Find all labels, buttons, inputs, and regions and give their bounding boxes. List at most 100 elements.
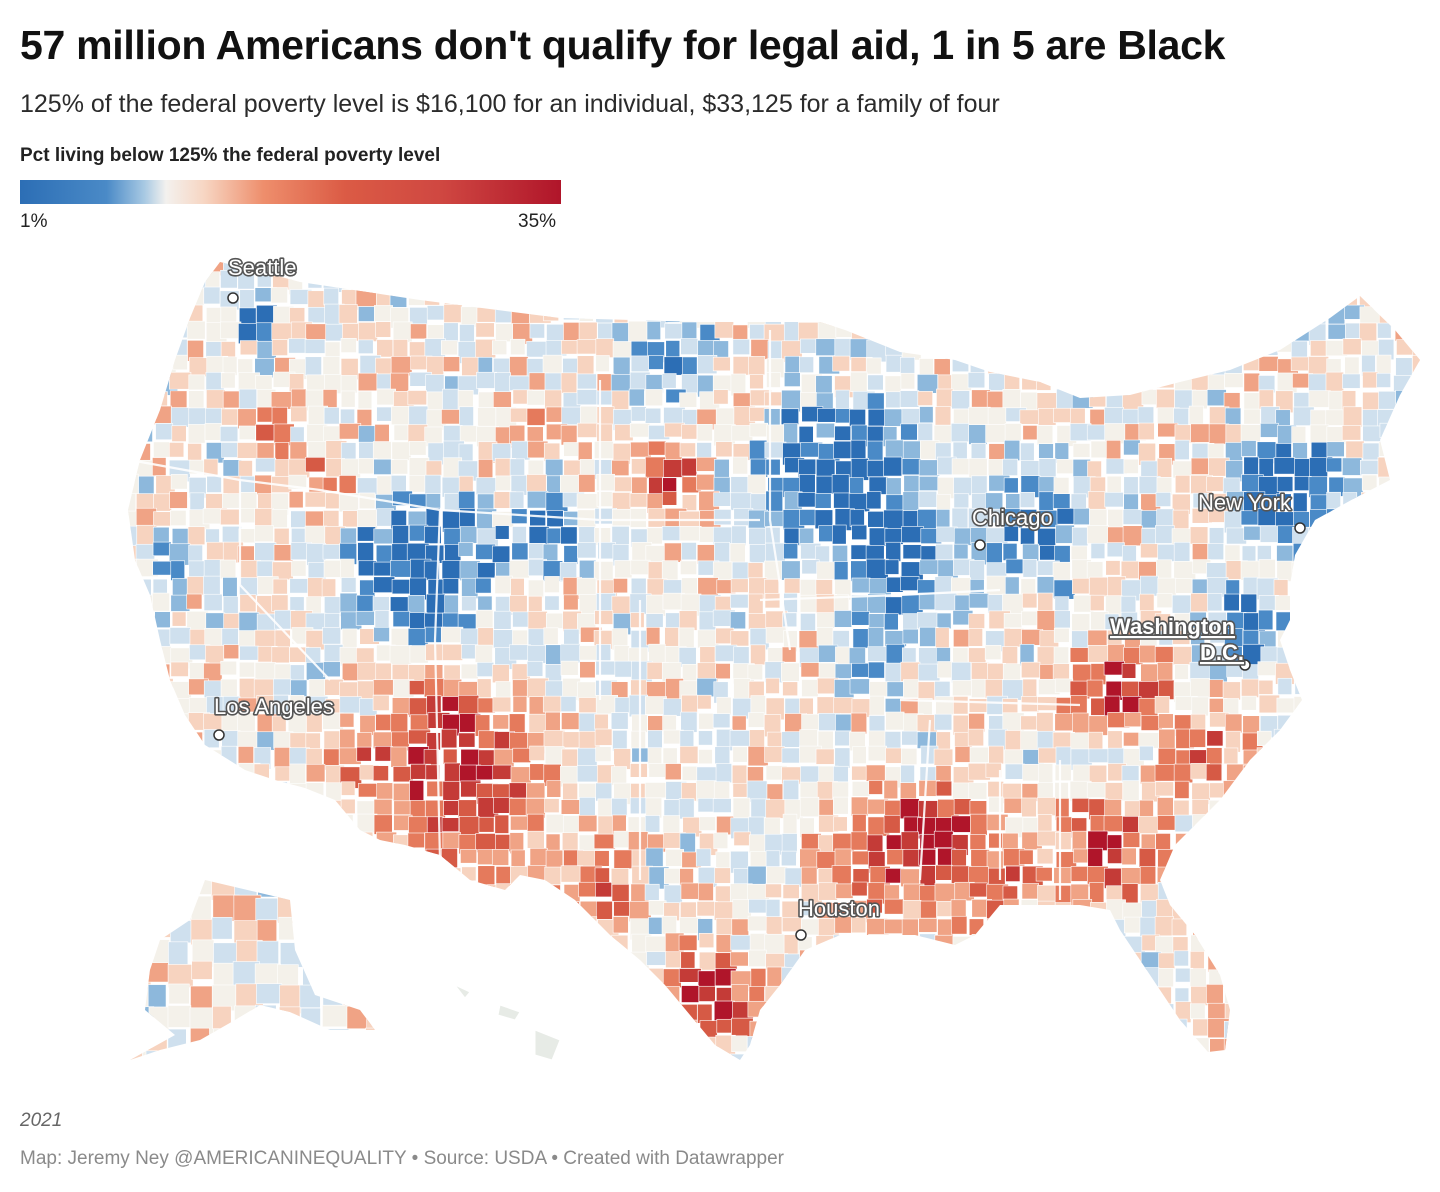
county-tile <box>219 426 239 442</box>
county-tile <box>528 543 546 560</box>
county-tile <box>155 322 171 339</box>
county-tile <box>1208 817 1228 840</box>
county-tile <box>1037 797 1056 816</box>
county-tile <box>424 1054 441 1060</box>
county-tile <box>1276 1003 1297 1025</box>
county-tile <box>988 745 1004 765</box>
county-tile <box>525 288 545 308</box>
county-tile <box>1326 815 1349 832</box>
county-tile <box>544 271 566 291</box>
county-tile <box>475 1017 495 1035</box>
county-tile <box>848 968 868 987</box>
county-tile <box>322 916 339 936</box>
county-tile <box>390 560 412 578</box>
county-tile <box>1038 935 1059 953</box>
county-tile <box>1124 287 1143 309</box>
county-tile <box>509 356 529 376</box>
county-tile <box>253 815 272 837</box>
county-tile <box>698 290 717 313</box>
county-tile <box>784 867 803 888</box>
county-tile <box>1071 1019 1090 1042</box>
county-tile <box>1002 389 1021 410</box>
county-tile <box>128 409 142 427</box>
county-tile <box>814 493 832 509</box>
county-tile <box>1412 459 1420 475</box>
county-tile <box>595 882 612 898</box>
county-tile <box>128 612 141 632</box>
county-tile <box>511 542 529 561</box>
county-tile <box>1173 950 1189 967</box>
county-tile <box>933 830 954 849</box>
county-tile <box>130 897 148 918</box>
county-tile <box>1004 287 1020 305</box>
county-tile <box>1239 1036 1258 1054</box>
county-tile <box>373 576 396 593</box>
county-tile <box>300 896 322 916</box>
county-tile <box>1121 847 1137 866</box>
county-tile <box>1275 271 1298 293</box>
county-tile <box>255 457 277 473</box>
county-tile <box>544 866 562 885</box>
county-tile <box>170 661 189 677</box>
county-tile <box>135 443 151 463</box>
county-tile <box>1054 902 1072 923</box>
county-tile <box>392 339 409 358</box>
county-tile <box>1106 288 1130 311</box>
county-tile <box>1410 817 1420 836</box>
county-tile <box>1375 681 1393 698</box>
county-tile <box>682 262 700 278</box>
county-tile <box>628 1017 647 1037</box>
county-tile <box>780 662 800 682</box>
county-tile <box>1206 389 1227 407</box>
county-tile <box>629 763 648 778</box>
county-tile <box>612 1038 631 1059</box>
county-tile <box>681 288 701 305</box>
county-tile <box>444 262 467 278</box>
county-tile <box>696 456 718 472</box>
county-tile <box>1223 262 1244 271</box>
county-tile <box>613 272 632 288</box>
county-tile <box>817 1002 838 1021</box>
county-tile <box>342 963 370 991</box>
county-tile <box>239 661 255 678</box>
city-label-houston: Houston <box>798 896 880 921</box>
county-tile <box>986 1018 1009 1035</box>
county-tile <box>935 543 954 561</box>
county-tile <box>578 321 598 343</box>
county-tile <box>1273 728 1290 749</box>
county-tile <box>1157 306 1175 323</box>
county-tile <box>1039 950 1056 971</box>
county-tile <box>1172 288 1189 310</box>
county-tile <box>1072 712 1090 735</box>
county-tile <box>1090 1002 1107 1020</box>
county-tile <box>920 1053 940 1060</box>
county-tile <box>850 796 869 817</box>
county-tile <box>1243 270 1264 291</box>
county-tile <box>713 832 729 849</box>
county-tile <box>390 459 408 475</box>
county-tile <box>817 408 838 423</box>
county-tile <box>886 323 903 342</box>
county-tile <box>1123 985 1146 1008</box>
county-tile <box>234 1005 261 1026</box>
county-tile <box>1124 712 1142 728</box>
county-tile <box>1277 677 1293 695</box>
county-tile <box>1037 1003 1056 1022</box>
county-tile <box>189 1051 210 1060</box>
county-tile <box>461 866 477 882</box>
county-tile <box>1089 508 1108 527</box>
county-tile <box>375 1038 396 1060</box>
county-tile <box>1224 286 1241 302</box>
county-tile <box>154 611 171 629</box>
county-tile <box>885 711 905 731</box>
county-tile <box>1241 304 1259 322</box>
county-tile <box>985 424 1007 443</box>
county-tile <box>902 262 918 273</box>
county-tile <box>154 901 177 923</box>
county-tile <box>1155 525 1175 544</box>
county-tile <box>661 560 679 581</box>
county-tile <box>867 983 890 1000</box>
county-tile <box>729 543 746 564</box>
county-tile <box>1394 493 1416 510</box>
county-tile <box>134 663 153 682</box>
